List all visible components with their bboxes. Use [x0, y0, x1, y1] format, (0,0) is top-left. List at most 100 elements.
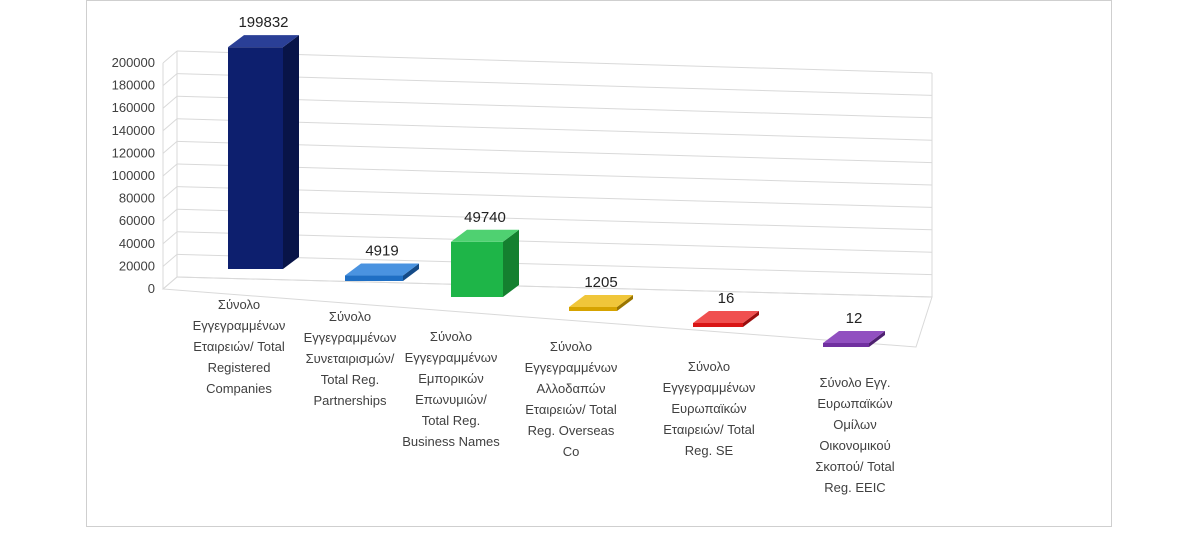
data-labels: 199832 4919 49740 1205 16 12 [238, 14, 862, 327]
bar-front [345, 275, 403, 281]
category-label-line: Σύνολο Εγγ. [819, 375, 890, 390]
gridline-side [162, 50, 178, 64]
y-tick-label: 180000 [112, 78, 155, 93]
y-tick-label: 200000 [112, 55, 155, 70]
category-label-line: Σύνολο [550, 339, 592, 354]
data-label: 4919 [365, 243, 398, 260]
gridline [176, 186, 933, 208]
chart-frame: 0 20000 40000 60000 80000 100000 120000 140000 1… [86, 0, 1112, 527]
category-label-line: Εγγεγραμμένων [193, 318, 286, 333]
category-label: Σύνολο Εγγεγραμμένων Ευρωπαϊκών Εταιρειών/ … [663, 359, 756, 458]
category-label-line: Σύνολο [430, 329, 472, 344]
category-label-line: Εταιρειών/ Total [193, 339, 285, 354]
gridline-side [162, 254, 178, 267]
category-label-line: Εταιρειών/ Total [663, 422, 755, 437]
y-tick-label: 60000 [119, 213, 155, 228]
gridline-side [162, 186, 178, 199]
category-label: Σύνολο Εγγεγραμμένων Αλλοδαπών Εταιρειών/ T… [525, 339, 618, 459]
gridlines [161, 50, 933, 348]
category-label-line: Αλλοδαπών [537, 381, 606, 396]
y-tick-label: 80000 [119, 191, 155, 206]
category-label-line: Εταιρειών/ Total [525, 402, 617, 417]
gridline-side [162, 95, 178, 109]
y-tick-label: 100000 [112, 168, 155, 183]
gridline-side [162, 231, 178, 245]
gridline [176, 118, 933, 141]
bar [693, 311, 759, 327]
category-label-line: Ευρωπαϊκών [817, 396, 892, 411]
y-axis-tick-labels: 0 20000 40000 60000 80000 100000 120000 140000 1… [112, 55, 155, 296]
gridline [176, 253, 933, 276]
bar-side [869, 331, 885, 347]
bar-side [617, 295, 633, 311]
category-label-line: Σύνολο [218, 297, 260, 312]
gridline-side [162, 118, 178, 132]
gridline [176, 50, 933, 74]
gridline [176, 95, 933, 119]
gridline [176, 208, 933, 231]
bar [823, 331, 885, 347]
y-tick-label: 40000 [119, 236, 155, 251]
category-label-line: Οικονομικού [819, 438, 890, 453]
category-label: Σύνολο Εγγεγραμμένων Συνεταιρισμών/Total R… [304, 309, 397, 408]
bar-chart-3d: 0 20000 40000 60000 80000 100000 120000 140000 1… [112, 14, 933, 495]
category-label-line: Ομίλων [833, 417, 876, 432]
category-label-line: Registered [208, 360, 271, 375]
data-label: 1205 [584, 274, 617, 291]
category-label-line: Reg. SE [685, 443, 734, 458]
y-tick-label: 120000 [112, 145, 155, 160]
category-label-line: Ευρωπαϊκών [671, 401, 746, 416]
bar-side [503, 229, 519, 297]
category-label: Σύνολο Εγγεγραμμένων Εταιρειών/ Total Regis… [193, 297, 286, 396]
bar [451, 229, 519, 297]
category-label-line: Εγγεγραμμένων [405, 350, 498, 365]
category-label-line: Total Reg. [321, 372, 380, 387]
bar-front [823, 343, 869, 347]
bar [569, 295, 633, 311]
bar-side [743, 311, 759, 327]
gridline-side [162, 163, 178, 177]
category-label-line: Partnerships [314, 393, 387, 408]
bar-top [823, 331, 885, 343]
bar [228, 35, 299, 270]
bar-top [345, 263, 419, 276]
bar-top [451, 229, 519, 242]
category-label: Σύνολο Εγγ. Ευρωπαϊκών Ομίλων Οικονομικού Σκ… [815, 375, 894, 495]
gridline-side [162, 208, 178, 222]
y-tick-label: 160000 [112, 100, 155, 115]
bar-front [228, 47, 283, 270]
gridline-side [162, 73, 178, 86]
category-label-line: Εγγεγραμμένων [525, 360, 618, 375]
category-label-line: Σύνολο [329, 309, 371, 324]
gridline [176, 163, 933, 186]
category-label-line: Reg. Overseas [528, 423, 615, 438]
category-label-line: Co [563, 444, 580, 459]
data-label: 49740 [464, 209, 506, 226]
y-tick-label: 140000 [112, 123, 155, 138]
floor [161, 276, 933, 348]
bar-side [403, 263, 419, 281]
category-label-line: Εγγεγραμμένων [304, 330, 397, 345]
bar-top [569, 295, 633, 307]
bar-front [693, 323, 743, 327]
category-labels: Σύνολο Εγγεγραμμένων Εταιρειών/ Total Regis… [193, 297, 895, 495]
gridline [176, 73, 933, 96]
bar [345, 263, 419, 281]
category-label: Σύνολο Εγγεγραμμένων Εμπορικών Επωνυμιών/To… [402, 329, 500, 449]
bar-top [693, 311, 759, 323]
category-label-line: Business Names [402, 434, 500, 449]
bar-front [569, 307, 617, 311]
bar-top [228, 35, 299, 48]
y-tick-label: 20000 [119, 258, 155, 273]
category-label-line: Σκοπού/ Total [815, 459, 894, 474]
gridline [176, 140, 933, 164]
data-label: 16 [718, 290, 735, 307]
category-label-line: Σύνολο [688, 359, 730, 374]
category-label-line: Συνεταιρισμών/ [306, 351, 395, 366]
gridline-side [162, 141, 178, 154]
category-label-line: Εγγεγραμμένων [663, 380, 756, 395]
bar-side [283, 35, 299, 270]
data-label: 12 [846, 310, 863, 327]
gridline [176, 231, 933, 253]
category-label-line: Εμπορικών [418, 371, 483, 386]
